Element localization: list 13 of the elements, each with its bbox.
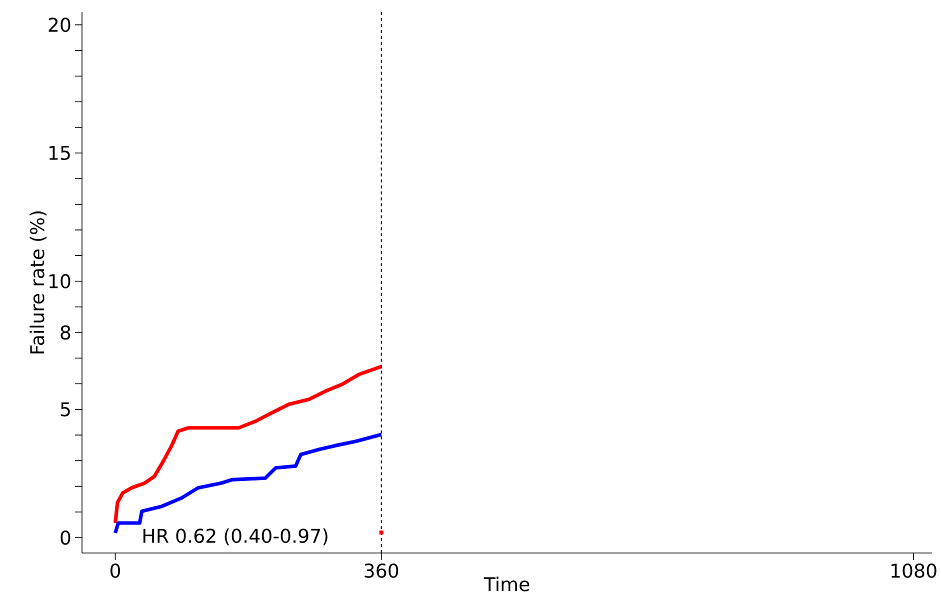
y-axis-title: Failure rate (%) [30,211,47,354]
x-tick-label: 360 [364,564,398,578]
line-series [113,364,384,525]
y-tick-label: 20 [48,18,70,32]
y-tick-label: 10 [49,274,70,288]
y-tick-label: 5 [60,402,70,416]
annotation: HR 0.62 (0.40-0.97) [143,528,328,546]
x-tick-label: 1080 [892,564,936,578]
y-tick-label: 15 [49,146,70,160]
y-tick-label: 0 [60,530,70,545]
x-tick-label: 0 [110,564,120,578]
x-axis-title: Time [484,576,530,592]
y-tick-label: 8 [60,325,70,340]
